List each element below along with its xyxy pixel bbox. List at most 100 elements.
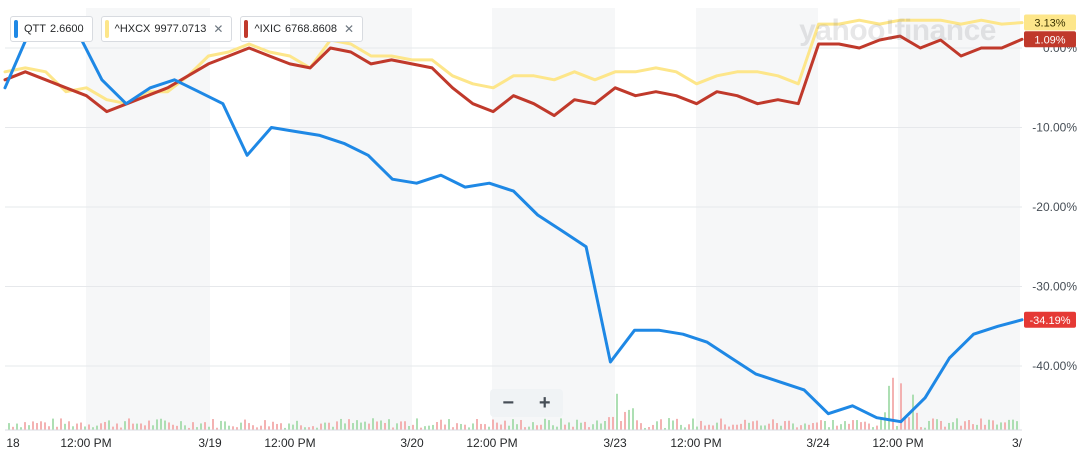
volume-bar xyxy=(444,424,446,430)
volume-bar xyxy=(40,421,42,430)
volume-bar xyxy=(984,424,986,430)
volume-bar xyxy=(264,420,266,430)
volume-bar xyxy=(544,418,546,430)
series-lines xyxy=(3,18,1024,424)
volume-bar xyxy=(356,420,358,430)
zoom-in-button[interactable]: + xyxy=(538,392,551,414)
volume-bar xyxy=(404,421,406,430)
volume-bar xyxy=(780,425,782,430)
volume-bar xyxy=(892,377,894,430)
volume-bar xyxy=(968,420,970,430)
volume-bar xyxy=(236,427,238,430)
day-band xyxy=(86,8,210,430)
volume-bar xyxy=(696,426,698,430)
volume-bar xyxy=(144,425,146,430)
volume-bar xyxy=(796,427,798,430)
volume-bar xyxy=(324,422,326,430)
volume-bar xyxy=(688,424,690,430)
volume-bar xyxy=(84,426,86,430)
volume-bar xyxy=(564,424,566,430)
zoom-out-button[interactable]: − xyxy=(502,392,515,414)
legend-symbol: ^IXIC xyxy=(254,23,282,35)
volume-bar xyxy=(276,423,278,430)
x-tick-label: 18 xyxy=(6,436,20,450)
volume-bar xyxy=(840,424,842,430)
day-band xyxy=(696,8,818,430)
volume-bar xyxy=(352,423,354,430)
volume-bar xyxy=(60,418,62,430)
legend-symbol: ^HXCX xyxy=(114,23,151,35)
volume-bar xyxy=(292,424,294,430)
volume-bar xyxy=(176,425,178,430)
volume-bar xyxy=(372,418,374,430)
x-tick-label: 3/24 xyxy=(806,436,830,450)
volume-bar xyxy=(364,421,366,430)
volume-bar xyxy=(644,427,646,430)
volume-bar xyxy=(804,423,806,430)
volume-bar xyxy=(268,426,270,430)
volume-bar xyxy=(420,427,422,430)
volume-bar xyxy=(100,423,102,430)
volume-bar xyxy=(272,421,274,430)
volume-bar xyxy=(340,418,342,430)
volume-bar xyxy=(468,427,470,430)
volume-bar xyxy=(508,425,510,430)
volume-bar xyxy=(180,421,182,430)
volume-bar xyxy=(384,422,386,430)
volume-bar xyxy=(672,420,674,430)
volume-bar xyxy=(516,424,518,430)
close-icon[interactable]: ✕ xyxy=(344,22,355,36)
volume-bar xyxy=(912,394,914,430)
volume-bar xyxy=(692,418,694,430)
volume-bar xyxy=(1004,422,1006,430)
y-tick-label: -20.00% xyxy=(1032,200,1077,214)
volume-bar xyxy=(512,419,514,430)
volume-bar xyxy=(520,419,522,430)
volume-bar xyxy=(616,393,618,430)
end-label-text: 3.13% xyxy=(1034,18,1065,30)
volume-bar xyxy=(160,418,162,430)
volume-bar xyxy=(260,425,262,430)
volume-bar xyxy=(220,420,222,430)
volume-bar xyxy=(916,412,918,430)
volume-bar xyxy=(728,426,730,430)
volume-bar xyxy=(216,427,218,430)
volume-bar xyxy=(524,427,526,430)
volume-bar xyxy=(12,426,14,430)
watermark: yahoo!finance xyxy=(799,14,996,47)
legend-chip-ixic[interactable]: ^IXIC 6768.8608 ✕ xyxy=(240,16,364,42)
volume-bar xyxy=(112,426,114,430)
legend-chip-qtt[interactable]: QTT 2.6600 xyxy=(10,16,93,42)
y-tick-label: -40.00% xyxy=(1032,359,1077,373)
volume-bar xyxy=(240,422,242,430)
volume-bar xyxy=(332,426,334,430)
legend-chip-hxcx[interactable]: ^HXCX 9977.0713 ✕ xyxy=(100,16,233,42)
volume-bar xyxy=(328,422,330,430)
series-line xyxy=(3,18,1024,106)
volume-bar xyxy=(412,424,414,430)
volume-bar xyxy=(336,421,338,430)
volume-bar xyxy=(80,422,82,430)
volume-bar xyxy=(148,420,150,430)
volume-bar xyxy=(832,420,834,430)
end-label-badge xyxy=(1024,31,1076,48)
volume-bar xyxy=(76,423,78,430)
volume-bar xyxy=(764,425,766,430)
volume-bar xyxy=(556,426,558,430)
volume-bar xyxy=(536,425,538,430)
volume-bar xyxy=(980,418,982,430)
close-icon[interactable]: ✕ xyxy=(213,22,224,36)
volume-bar xyxy=(960,425,962,430)
volume-bar xyxy=(752,421,754,430)
volume-bar xyxy=(228,425,230,430)
volume-bar xyxy=(900,383,902,430)
volume-bar xyxy=(128,418,130,430)
volume-bar xyxy=(572,426,574,430)
end-labels: 3.13% 1.09% -34.19% xyxy=(1024,14,1076,328)
volume-bar xyxy=(452,427,454,430)
x-tick-label: 3/ xyxy=(1012,436,1023,450)
gridlines xyxy=(5,47,1022,367)
volume-bar xyxy=(792,423,794,430)
volume-bar xyxy=(888,385,890,430)
